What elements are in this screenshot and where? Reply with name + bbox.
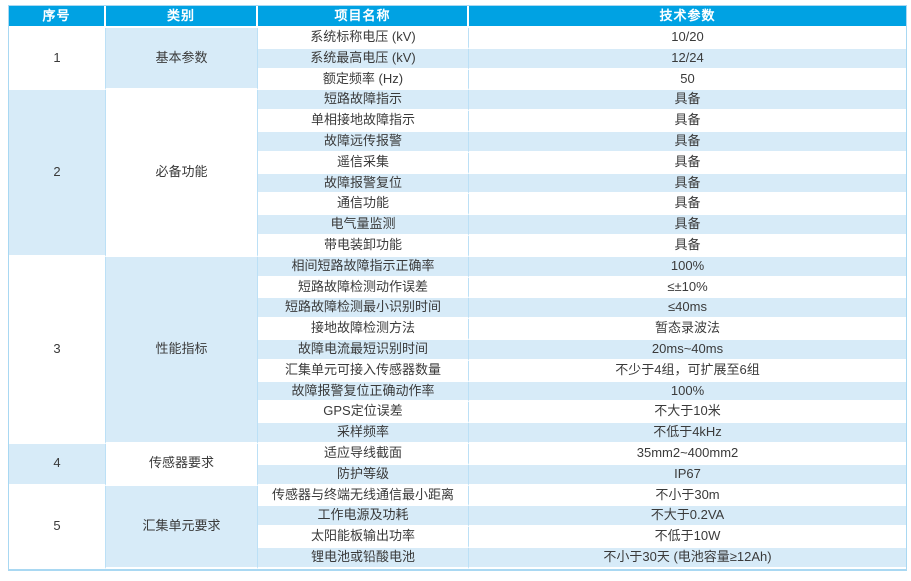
serial-cell: 3 bbox=[9, 256, 106, 444]
param-value-cell: 暂态录波法 bbox=[469, 319, 906, 340]
param-value-cell: 不大于10米 bbox=[469, 402, 906, 424]
header-serial: 序号 bbox=[9, 6, 106, 28]
table-row: GPS定位误差 不大于10米 bbox=[9, 402, 906, 424]
param-value-cell: ≤40ms bbox=[469, 298, 906, 320]
category-cell: 必备功能 bbox=[106, 90, 258, 257]
param-value-cell: 10/20 bbox=[469, 28, 906, 49]
item-name-cell: 单相接地故障指示 bbox=[258, 111, 469, 132]
category-cell: 性能指标 bbox=[106, 256, 258, 444]
param-value-cell: 不低于4kHz bbox=[469, 423, 906, 444]
param-value-cell: 不少于4组，可扩展至6组 bbox=[469, 360, 906, 382]
table-row: 电气量监测 具备 bbox=[9, 215, 906, 236]
table-row: 遥信采集 具备 bbox=[9, 152, 906, 174]
param-value-cell: 具备 bbox=[469, 90, 906, 112]
serial-cell: 1 bbox=[9, 28, 106, 91]
param-value-cell: 不大于0.2VA bbox=[469, 506, 906, 528]
item-name-cell: GPS定位误差 bbox=[258, 402, 469, 424]
item-name-cell: 系统最高电压 (kV) bbox=[258, 48, 469, 70]
param-value-cell: 不低于10W bbox=[469, 527, 906, 548]
table-row: 1 基本参数 系统标称电压 (kV) 10/20 bbox=[9, 28, 906, 91]
item-name-cell: 电气量监测 bbox=[258, 215, 469, 236]
param-value-cell: 具备 bbox=[469, 235, 906, 257]
table-row: 5 汇集单元要求 传感器与终端无线通信最小距离 不小于30m bbox=[9, 485, 906, 569]
header-row: 序号 类别 项目名称 技术参数 bbox=[9, 6, 906, 28]
table-row: 系统最高电压 (kV) 12/24 bbox=[9, 48, 906, 70]
serial-cell: 4 bbox=[9, 443, 106, 486]
item-name-cell: 额定频率 (Hz) bbox=[258, 69, 469, 91]
item-name-cell: 短路故障指示 bbox=[258, 90, 469, 112]
param-value-cell: 20ms~40ms bbox=[469, 339, 906, 361]
table-header: 序号 类别 项目名称 技术参数 bbox=[9, 6, 906, 28]
param-value-cell: IP67 bbox=[469, 464, 906, 486]
item-name-cell: 通信功能 bbox=[258, 194, 469, 216]
item-name-cell: 工作电源及功耗 bbox=[258, 506, 469, 528]
header-tech-param: 技术参数 bbox=[469, 6, 906, 28]
item-name-cell: 锂电池或铅酸电池 bbox=[258, 547, 469, 569]
param-value-cell: 100% bbox=[469, 256, 906, 278]
item-name-cell: 汇集单元可接入传感器数量 bbox=[258, 360, 469, 382]
category-cell: 传感器要求 bbox=[106, 443, 258, 486]
item-name-cell: 相间短路故障指示正确率 bbox=[258, 256, 469, 278]
item-name-cell: 故障报警复位 bbox=[258, 173, 469, 195]
table-row: 故障远传报警 具备 bbox=[9, 131, 906, 153]
item-name-cell: 适应导线截面 bbox=[258, 443, 469, 465]
table-row: 带电装卸功能 具备 bbox=[9, 235, 906, 257]
table-row: 单相接地故障指示 具备 bbox=[9, 111, 906, 132]
serial-cell: 2 bbox=[9, 90, 106, 257]
table-row: 故障报警复位正确动作率 100% bbox=[9, 381, 906, 403]
header-category: 类别 bbox=[106, 6, 258, 28]
item-name-cell: 采样频率 bbox=[258, 423, 469, 444]
item-name-cell: 传感器与终端无线通信最小距离 bbox=[258, 485, 469, 507]
table-row: 通信功能 具备 bbox=[9, 194, 906, 216]
category-cell: 基本参数 bbox=[106, 28, 258, 91]
param-value-cell: 具备 bbox=[469, 111, 906, 132]
param-value-cell: 具备 bbox=[469, 215, 906, 236]
item-name-cell: 防护等级 bbox=[258, 464, 469, 486]
item-name-cell: 故障远传报警 bbox=[258, 131, 469, 153]
table-row: 故障报警复位 具备 bbox=[9, 173, 906, 195]
table-row: 防护等级 IP67 bbox=[9, 464, 906, 486]
table-row: 短路故障检测最小识别时间 ≤40ms bbox=[9, 298, 906, 320]
table-row: 3 性能指标 相间短路故障指示正确率 100% bbox=[9, 256, 906, 444]
param-value-cell: 35mm2~400mm2 bbox=[469, 443, 906, 465]
param-value-cell: 具备 bbox=[469, 152, 906, 174]
table-row: 太阳能板输出功率 不低于10W bbox=[9, 527, 906, 548]
table-body: 1 基本参数 系统标称电压 (kV) 10/20 系统最高电压 (kV) 12/24 额定频… bbox=[9, 28, 906, 569]
item-name-cell: 系统标称电压 (kV) bbox=[258, 28, 469, 49]
header-item-name: 项目名称 bbox=[258, 6, 469, 28]
serial-cell: 5 bbox=[9, 485, 106, 569]
item-name-cell: 故障电流最短识别时间 bbox=[258, 339, 469, 361]
param-value-cell: 100% bbox=[469, 381, 906, 403]
item-name-cell: 故障报警复位正确动作率 bbox=[258, 381, 469, 403]
param-value-cell: 50 bbox=[469, 69, 906, 91]
table-row: 4 传感器要求 适应导线截面 35mm2~400mm2 bbox=[9, 443, 906, 486]
param-value-cell: 具备 bbox=[469, 173, 906, 195]
table-row: 额定频率 (Hz) 50 bbox=[9, 69, 906, 91]
param-value-cell: 12/24 bbox=[469, 48, 906, 70]
spec-table: 序号 类别 项目名称 技术参数 1 基本参数 系统标称电压 (kV) 10/20 系统最… bbox=[8, 5, 907, 571]
item-name-cell: 短路故障检测最小识别时间 bbox=[258, 298, 469, 320]
param-value-cell: 具备 bbox=[469, 194, 906, 216]
param-value-cell: 具备 bbox=[469, 131, 906, 153]
item-name-cell: 短路故障检测动作误差 bbox=[258, 277, 469, 299]
table-row: 汇集单元可接入传感器数量 不少于4组，可扩展至6组 bbox=[9, 360, 906, 382]
category-cell: 汇集单元要求 bbox=[106, 485, 258, 569]
table-row: 2 必备功能 短路故障指示 具备 bbox=[9, 90, 906, 257]
param-value-cell: 不小于30天 (电池容量≥12Ah) bbox=[469, 547, 906, 569]
table-row: 短路故障检测动作误差 ≤±10% bbox=[9, 277, 906, 299]
item-name-cell: 太阳能板输出功率 bbox=[258, 527, 469, 548]
item-name-cell: 带电装卸功能 bbox=[258, 235, 469, 257]
param-value-cell: 不小于30m bbox=[469, 485, 906, 507]
item-name-cell: 遥信采集 bbox=[258, 152, 469, 174]
table-row: 锂电池或铅酸电池 不小于30天 (电池容量≥12Ah) bbox=[9, 547, 906, 569]
table-row: 接地故障检测方法 暂态录波法 bbox=[9, 319, 906, 340]
table-row: 工作电源及功耗 不大于0.2VA bbox=[9, 506, 906, 528]
param-value-cell: ≤±10% bbox=[469, 277, 906, 299]
item-name-cell: 接地故障检测方法 bbox=[258, 319, 469, 340]
table-row: 采样频率 不低于4kHz bbox=[9, 423, 906, 444]
table-row: 故障电流最短识别时间 20ms~40ms bbox=[9, 339, 906, 361]
